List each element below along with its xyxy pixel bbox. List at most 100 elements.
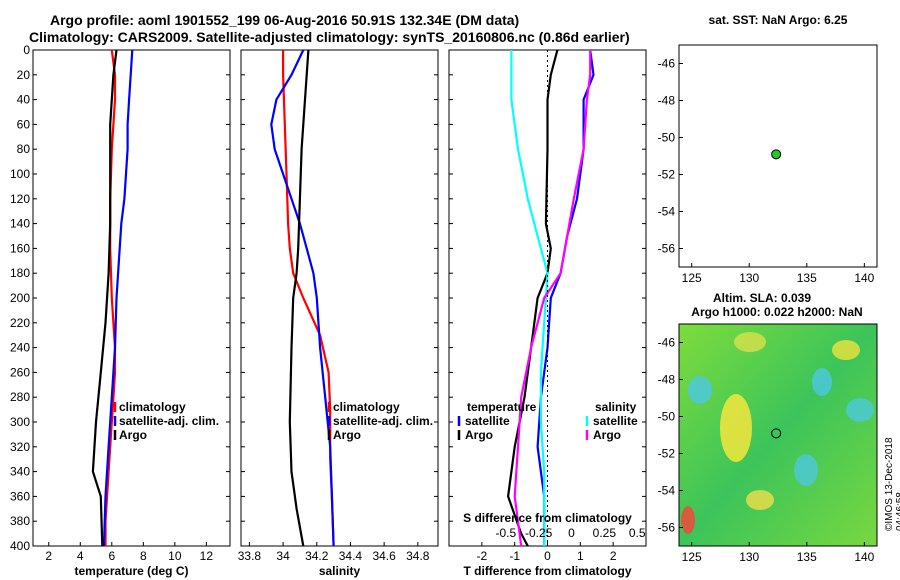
x-tick-label: 2 [45, 549, 52, 563]
map-y-tick-label: -56 [658, 521, 676, 535]
legend-label: Argo [333, 428, 361, 442]
sla-blob [681, 506, 695, 534]
x-tick-label: 34.4 [339, 549, 363, 563]
legend-label: climatology [333, 400, 400, 414]
map-y-tick-label: -54 [658, 205, 676, 219]
y-tick-label: 220 [10, 316, 30, 330]
legend-label: climatology [119, 400, 186, 414]
sla-blob [688, 376, 712, 404]
sla-blob [720, 394, 752, 462]
y-tick-label: 240 [10, 341, 30, 355]
series-line-s-satellite [510, 50, 549, 546]
chart-title-line-2: Climatology: CARS2009. Satellite-adjuste… [29, 29, 630, 45]
chart-title-line-1: Argo profile: aoml 1901552_199 06-Aug-20… [50, 12, 520, 28]
sla-blob [846, 398, 874, 422]
map-y-tick-label: -48 [658, 94, 676, 108]
map-x-tick-label: 140 [854, 550, 874, 564]
y-tick-label: 380 [10, 514, 30, 528]
map-x-tick-label: 125 [682, 271, 702, 285]
x-tick-label: 33.8 [238, 549, 262, 563]
sla-blob [832, 340, 860, 360]
x-tick-label: 6 [108, 549, 115, 563]
legend-label: satellite [465, 414, 510, 428]
x-tick-label: -2 [476, 549, 487, 563]
x-tick-label: 34.2 [305, 549, 329, 563]
map-y-tick-label: -46 [658, 57, 676, 71]
y-tick-label: 320 [10, 440, 30, 454]
x-tick-label: 4 [77, 549, 84, 563]
x-axis-label: T difference from climatology [463, 564, 631, 578]
y-tick-label: 100 [10, 167, 30, 181]
map-y-tick-label: -56 [658, 242, 676, 256]
y-tick-label: 60 [17, 117, 31, 131]
x-tick-label: 12 [200, 549, 214, 563]
x-axis-label: salinity [319, 564, 361, 578]
map-y-tick-label: -50 [658, 410, 676, 424]
x-tick-label: 8 [140, 549, 147, 563]
y-tick-label: 340 [10, 465, 30, 479]
map-y-tick-label: -54 [658, 484, 676, 498]
map-x-tick-label: 125 [682, 550, 702, 564]
y-tick-label: 160 [10, 241, 30, 255]
map-x-tick-label: 135 [797, 271, 817, 285]
sst-map-title: sat. SST: NaN Argo: 6.25 [709, 13, 848, 27]
map-y-tick-label: -48 [658, 373, 676, 387]
series-line-argo [288, 49, 310, 547]
map-x-tick-label: 130 [739, 271, 759, 285]
y-tick-label: 180 [10, 266, 30, 280]
legend-label: Argo [465, 428, 493, 442]
legend-temperature-header: temperature [467, 400, 537, 414]
map-x-tick-label: 135 [797, 550, 817, 564]
top-tick-label: -0.5 [495, 526, 516, 540]
sla-map-subtitle: Argo h1000: 0.022 h2000: NaN [691, 305, 862, 319]
series-line-argo [91, 49, 118, 547]
series-line-satellite-adj-clim- [102, 49, 134, 547]
y-tick-label: 20 [17, 68, 31, 82]
top-tick-label: -0.25 [525, 526, 553, 540]
x-tick-label: 34.6 [372, 549, 396, 563]
sla-blob [794, 454, 818, 486]
y-tick-label: 400 [10, 539, 30, 553]
legend-label: Argo [593, 428, 621, 442]
top-axis-label: S difference from climatology [463, 511, 632, 525]
map-x-tick-label: 130 [739, 550, 759, 564]
series-line-s-argo [513, 50, 592, 547]
x-tick-label: 2 [610, 549, 617, 563]
top-tick-label: 0.5 [629, 526, 646, 540]
y-tick-label: 200 [10, 291, 30, 305]
sla-map [678, 323, 878, 547]
top-tick-label: 0.25 [593, 526, 617, 540]
legend-label: satellite-adj. clim. [119, 414, 219, 428]
map-y-tick-label: -50 [658, 131, 676, 145]
sla-blob [746, 490, 774, 510]
sla-map-frame [678, 323, 878, 547]
x-tick-label: 0 [544, 549, 551, 563]
argo-location-marker [771, 149, 782, 160]
sla-map-background [679, 324, 877, 546]
sla-blob [812, 368, 832, 396]
map-x-tick-label: 140 [854, 271, 874, 285]
y-tick-label: 360 [10, 489, 30, 503]
legend-label: satellite [593, 414, 638, 428]
map-y-tick-label: -52 [658, 447, 676, 461]
y-tick-label: 260 [10, 365, 30, 379]
y-tick-label: 300 [10, 415, 30, 429]
map-y-tick-label: -52 [658, 168, 676, 182]
y-tick-label: 40 [17, 93, 31, 107]
x-axis-label: temperature (deg C) [74, 564, 188, 578]
series-line-t-argo [506, 49, 559, 547]
y-tick-label: 140 [10, 217, 30, 231]
y-tick-label: 0 [23, 43, 30, 57]
series-line-climatology [104, 49, 117, 546]
sst-map-frame [678, 44, 878, 268]
map-y-tick-label: -46 [658, 336, 676, 350]
y-tick-label: 120 [10, 192, 30, 206]
temperature-panel-frame [32, 49, 231, 547]
top-tick-label: 0 [568, 526, 575, 540]
sla-blob [734, 332, 766, 352]
argo-location-marker [771, 428, 782, 439]
x-tick-label: 34 [276, 549, 290, 563]
y-tick-label: 80 [17, 142, 31, 156]
plot-layer: 0204060801001201401601802002202402602803… [10, 13, 875, 578]
